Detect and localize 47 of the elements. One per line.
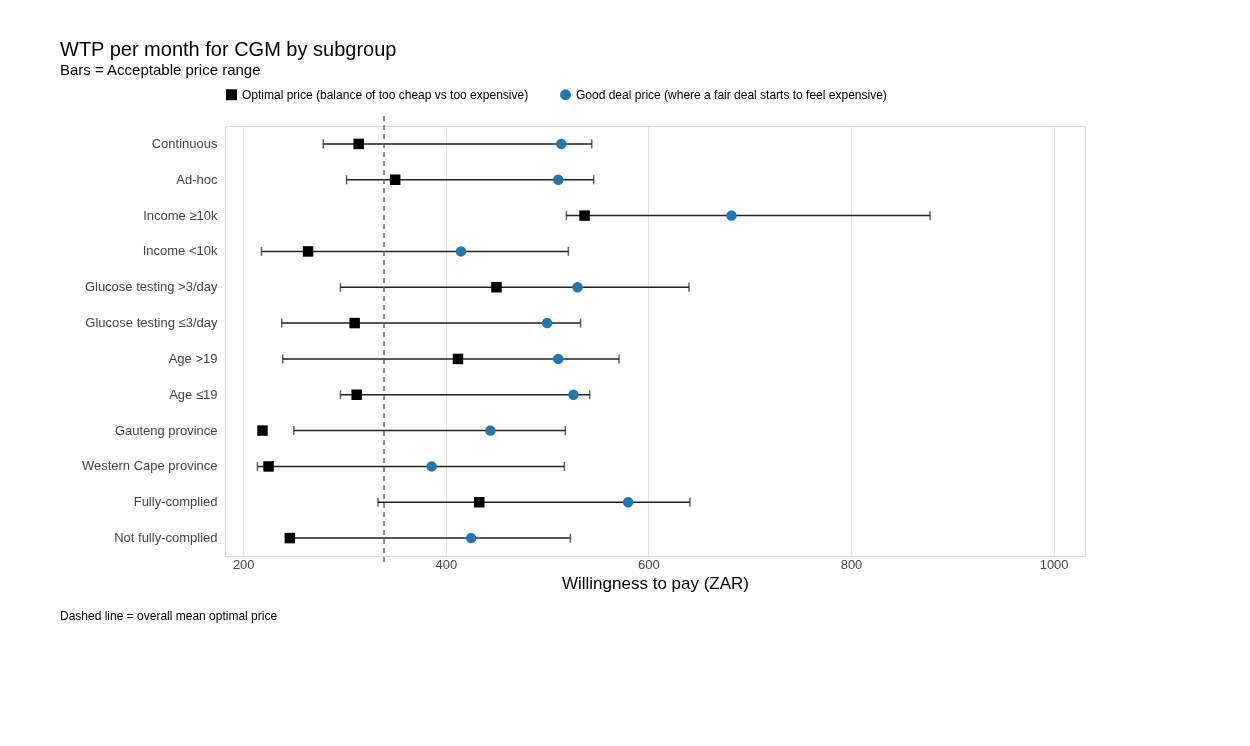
point	[455, 246, 467, 257]
point	[465, 532, 477, 544]
x-tick-label: 200	[232, 556, 255, 572]
point	[491, 282, 502, 293]
point	[389, 174, 401, 185]
point	[351, 389, 362, 400]
point	[622, 497, 634, 508]
point	[474, 497, 485, 508]
point	[726, 210, 737, 221]
point	[485, 425, 496, 436]
y-tick-label: Fully-complied	[133, 494, 218, 510]
x-tick-label: 1000	[1039, 556, 1069, 572]
point	[556, 138, 567, 150]
point	[263, 461, 274, 472]
point	[302, 246, 314, 257]
chart-subtitle: Bars = Acceptable price range	[60, 61, 261, 78]
y-tick-label: Continuous	[151, 135, 218, 151]
x-axis-title: Willingness to pay (ZAR)	[561, 573, 750, 593]
point	[284, 532, 296, 544]
point	[452, 353, 464, 365]
y-tick-label: Not fully-complied	[114, 530, 218, 546]
y-tick-label: Income ≥10k	[143, 207, 218, 223]
point	[572, 282, 583, 293]
y-tick-label: Glucose testing >3/day	[84, 279, 218, 295]
legend-label: Good deal price (where a fair deal starts to feel expensive)	[576, 87, 887, 102]
text: Dashed line = overall mean optimal price	[60, 609, 278, 623]
point	[553, 174, 564, 185]
x-tick-label: 600	[638, 556, 660, 572]
y-tick-label: Age >19	[168, 350, 218, 366]
point	[568, 389, 579, 400]
point	[349, 317, 360, 329]
point	[353, 138, 364, 150]
y-tick-label: Glucose testing ≤3/day	[85, 315, 218, 331]
point	[257, 425, 268, 436]
y-tick-label: Ad-hoc	[176, 171, 218, 187]
y-tick-label: Gauteng province	[114, 422, 218, 438]
x-tick-label: 400	[435, 556, 458, 572]
chart-title: WTP per month for CGM by subgroup	[60, 38, 397, 60]
point	[553, 353, 564, 365]
legend-label: Optimal price (balance of too cheap vs too expensive)	[242, 87, 529, 102]
point	[541, 317, 553, 329]
point	[426, 461, 437, 472]
x-tick-label: 800	[840, 556, 863, 572]
y-tick-label: Income <10k	[142, 243, 218, 259]
y-tick-label: Western Cape province	[81, 458, 218, 474]
y-tick-label: Age ≤19	[169, 386, 218, 402]
point	[579, 210, 590, 221]
